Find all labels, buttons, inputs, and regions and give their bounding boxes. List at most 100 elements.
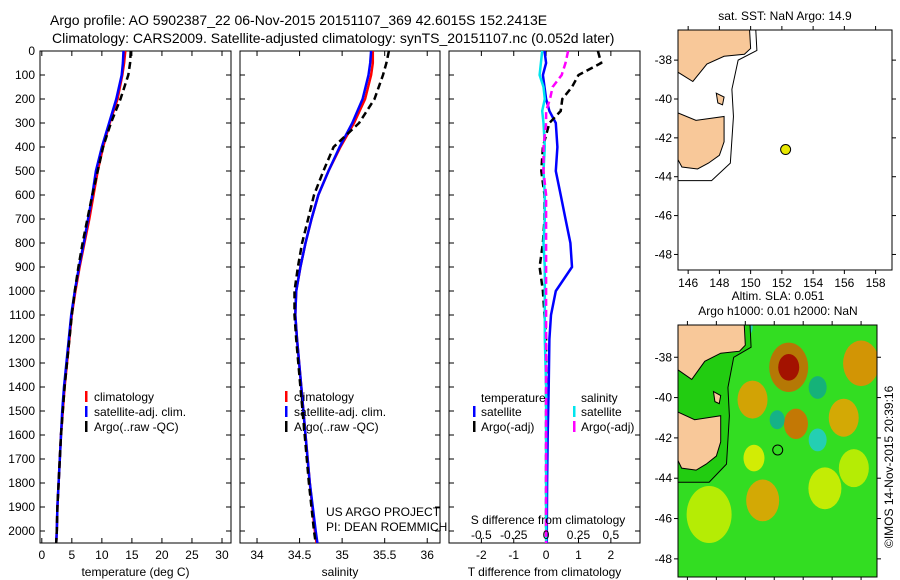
map-sst: 146 148 150 152 154 156 158 -38 -40 -42 -44 -46 -48 xyxy=(655,26,896,290)
y-tick-label: 600 xyxy=(15,188,35,202)
legend-label: Argo(-adj) xyxy=(481,420,534,434)
lat-tick-label: -40 xyxy=(655,92,673,106)
land-tasmania xyxy=(678,411,722,471)
title-line-2: Climatology: CARS2009. Satellite-adjuste… xyxy=(52,30,615,46)
x2-axis-label: S difference from climatology xyxy=(471,513,626,527)
sla-anomaly-blob xyxy=(838,449,869,488)
legend-label: Argo(..raw -QC) xyxy=(294,420,379,434)
profile-location-marker xyxy=(772,444,784,456)
x-tick-label: 0 xyxy=(543,548,550,562)
y-tick-label: 1600 xyxy=(8,428,35,442)
x-tick-label: 30 xyxy=(215,548,229,562)
lat-tick-label: -44 xyxy=(655,471,673,485)
lat-tick-label: -40 xyxy=(655,391,673,405)
x-axis-label: salinity xyxy=(322,565,359,579)
legend-swatch xyxy=(473,406,476,417)
plot-frame xyxy=(239,50,441,544)
lat-tick-label: -38 xyxy=(655,53,673,67)
legend-swatch xyxy=(85,406,88,417)
x-tick-label: 5 xyxy=(68,548,75,562)
legend-label: Argo(-adj) xyxy=(581,420,634,434)
series-line-argo-raw-qc- xyxy=(293,50,391,544)
x-tick-label: 25 xyxy=(185,548,199,562)
legend-swatch xyxy=(573,406,576,417)
sla-anomaly-blob xyxy=(743,444,765,472)
x-tick-label: -2 xyxy=(476,548,487,562)
y-tick-label: 1200 xyxy=(8,332,35,346)
lat-tick-label: -42 xyxy=(655,431,673,445)
y-tick-label: 800 xyxy=(15,236,35,250)
lon-tick-label: 154 xyxy=(803,276,823,290)
series-line-satellite-adj-clim- xyxy=(54,50,125,544)
title-line-1: Argo profile: AO 5902387_22 06-Nov-2015 … xyxy=(50,12,548,28)
lat-tick-label: -38 xyxy=(655,350,673,364)
x-axis-label: temperature (deg C) xyxy=(81,565,189,579)
sla-map-title-1: Altim. SLA: 0.051 xyxy=(732,289,825,303)
sla-anomaly-blob xyxy=(746,479,780,522)
y-tick-label: 0 xyxy=(28,44,35,58)
x-tick-label: 35 xyxy=(335,548,349,562)
sla-anomaly-blob xyxy=(828,398,859,437)
lat-tick-label: -48 xyxy=(655,247,673,261)
x-tick-label: 1 xyxy=(575,548,582,562)
x2-tick-label: 0 xyxy=(543,528,550,542)
lat-tick-label: -46 xyxy=(655,209,673,223)
sla-anomaly-blob xyxy=(737,380,768,419)
legend-swatch xyxy=(85,391,88,402)
sla-anomaly-blob xyxy=(769,410,785,430)
x-tick-label: 34 xyxy=(250,548,264,562)
series-line-salinity-argo-adj- xyxy=(542,50,570,543)
x-tick-label: 36 xyxy=(421,548,435,562)
series-line-argo-raw-qc- xyxy=(54,50,132,544)
legend-title-temperature: temperature xyxy=(481,391,546,405)
panel-difference: -2 -1 0 1 2 T difference from climatology temp… xyxy=(448,50,641,579)
series-line-climatology xyxy=(54,50,127,544)
x2-tick-label: 0.25 xyxy=(567,528,591,542)
y-tick-label: 100 xyxy=(15,68,35,82)
lat-tick-label: -48 xyxy=(655,552,673,566)
sla-anomaly-blob xyxy=(778,354,800,381)
x-tick-label: 2 xyxy=(608,548,615,562)
x-axis-label: T difference from climatology xyxy=(468,565,622,579)
sla-anomaly-blob xyxy=(686,486,732,544)
profile-location-marker xyxy=(780,144,792,156)
sla-anomaly-blob xyxy=(843,340,877,387)
sst-map-title: sat. SST: NaN Argo: 14.9 xyxy=(718,9,852,23)
lon-tick-label: 156 xyxy=(834,276,854,290)
map-frame xyxy=(677,324,878,578)
sla-anomaly-blob xyxy=(783,408,808,439)
x-tick-label: 34.5 xyxy=(288,548,312,562)
series-line-salinity-satellite xyxy=(538,50,548,543)
y-tick-label: 1300 xyxy=(8,356,35,370)
y-tick-label: 1100 xyxy=(9,308,35,322)
annotation-project: US ARGO PROJECT xyxy=(326,505,441,519)
x2-tick-label: 0.5 xyxy=(603,528,620,542)
lat-tick-label: -44 xyxy=(655,170,673,184)
y-tick-label: 1900 xyxy=(8,500,35,514)
y-tick-label: 900 xyxy=(15,260,35,274)
legend-label: Argo(..raw -QC) xyxy=(94,420,179,434)
x-tick-label: 0 xyxy=(38,548,45,562)
y-tick-label: 200 xyxy=(15,92,35,106)
lat-tick-label: -42 xyxy=(655,131,673,145)
y-tick-label: 400 xyxy=(15,140,35,154)
legend-title-salinity: salinity xyxy=(581,391,618,405)
lon-tick-label: 148 xyxy=(709,276,729,290)
imos-credit: ©IMOS 14-Nov-2015 20:39:16 xyxy=(882,385,896,548)
x2-tick-label: -0.25 xyxy=(500,528,528,542)
y-tick-label: 1800 xyxy=(8,476,35,490)
land-mainland xyxy=(678,325,746,381)
legend-label: climatology xyxy=(94,390,154,404)
y-tick-label: 700 xyxy=(15,212,35,226)
lat-tick-label: -46 xyxy=(655,512,673,526)
lon-tick-label: 152 xyxy=(772,276,792,290)
x-tick-label: 35.5 xyxy=(373,548,397,562)
legend-label: satellite-adj. clim. xyxy=(294,405,386,419)
sla-anomaly-blob xyxy=(808,376,827,399)
land-flinders-island xyxy=(712,390,722,405)
y-tick-label: 1400 xyxy=(8,380,35,394)
x2-tick-label: -0.5 xyxy=(471,528,492,542)
legend-label: climatology xyxy=(294,390,354,404)
legend-swatch xyxy=(285,421,288,432)
